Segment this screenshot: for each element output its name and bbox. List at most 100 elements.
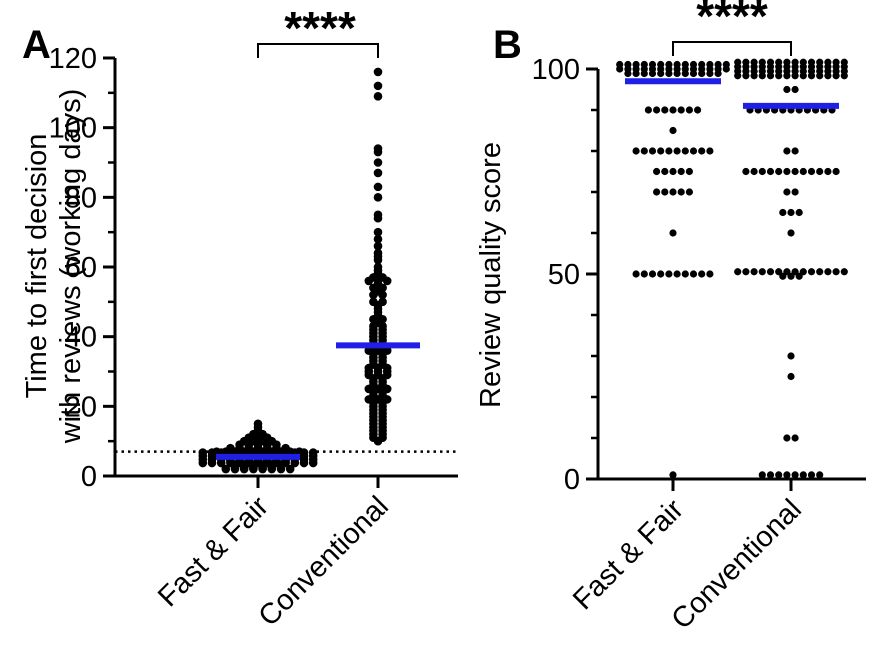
- data-point: [661, 167, 669, 176]
- y-tick-label: 0: [564, 464, 580, 496]
- data-point: [698, 270, 706, 278]
- data-point: [758, 167, 766, 176]
- data-point: [750, 167, 758, 176]
- y-tick-label: 100: [532, 54, 580, 86]
- data-point: [706, 147, 714, 155]
- data-point: [689, 270, 698, 278]
- panel-b-points: [616, 58, 848, 479]
- data-point: [779, 272, 787, 280]
- data-point: [373, 262, 383, 272]
- data-point: [816, 167, 824, 176]
- data-point: [373, 92, 383, 101]
- data-point: [791, 167, 799, 176]
- data-point: [689, 147, 698, 155]
- data-point: [779, 208, 787, 217]
- significance-bracket: [257, 43, 379, 58]
- data-point: [795, 208, 803, 217]
- data-point: [783, 188, 791, 196]
- data-point: [648, 270, 657, 278]
- data-point: [742, 72, 750, 80]
- data-point: [714, 69, 722, 78]
- data-point: [742, 268, 750, 276]
- data-point: [775, 167, 783, 176]
- data-point: [787, 208, 795, 217]
- data-point: [657, 270, 665, 278]
- data-point: [681, 270, 689, 278]
- data-point: [783, 471, 791, 479]
- data-point: [657, 147, 665, 155]
- panel-b-significance: ****: [672, 0, 792, 56]
- data-point: [734, 268, 742, 276]
- data-point: [685, 167, 694, 176]
- significance-bracket: [672, 41, 792, 56]
- data-point: [669, 167, 677, 176]
- data-point: [624, 69, 632, 78]
- data-point: [816, 72, 824, 80]
- panel-a-ylabel: Time to first decision with reviews (wor…: [21, 89, 87, 445]
- data-point: [791, 434, 799, 442]
- data-point: [373, 158, 383, 167]
- data-point: [775, 471, 783, 479]
- data-point: [824, 167, 832, 176]
- data-point: [787, 229, 795, 237]
- data-point: [221, 464, 231, 474]
- data-point: [824, 268, 832, 276]
- data-point: [832, 72, 840, 80]
- data-point: [669, 106, 677, 114]
- data-point: [734, 72, 742, 80]
- data-point: [373, 182, 383, 192]
- data-point: [373, 168, 383, 178]
- data-point: [783, 167, 791, 176]
- data-point: [791, 72, 799, 80]
- panel-b: B Review quality score 0 50 100 Fast & Fai…: [475, 0, 866, 636]
- data-point: [648, 147, 657, 155]
- data-point: [373, 67, 383, 77]
- data-point: [281, 443, 290, 453]
- data-point: [807, 471, 816, 479]
- data-point: [722, 65, 730, 73]
- panel-a-label: A: [22, 23, 51, 67]
- data-point: [677, 188, 685, 196]
- data-point: [832, 268, 840, 276]
- data-point: [673, 270, 681, 278]
- data-point: [681, 147, 689, 155]
- data-point: [758, 268, 766, 276]
- x-tick-label: Fast & Fair: [567, 493, 690, 616]
- data-point: [832, 167, 840, 176]
- panel-a: A Time to first decision with reviews (w…: [21, 2, 458, 633]
- data-point: [766, 72, 775, 80]
- panel-a-means: [216, 342, 420, 460]
- data-point: [799, 72, 807, 80]
- data-point: [766, 268, 775, 276]
- data-point: [807, 268, 816, 276]
- data-point: [750, 72, 758, 80]
- data-point: [791, 147, 799, 155]
- data-point: [373, 193, 383, 202]
- data-point: [783, 72, 791, 80]
- panel-a-points: [198, 67, 392, 474]
- data-point: [799, 167, 807, 176]
- data-point: [632, 147, 640, 155]
- data-point: [226, 443, 235, 453]
- data-point: [640, 69, 648, 78]
- data-point: [657, 69, 665, 78]
- panel-b-significance-label: ****: [696, 0, 768, 42]
- data-point: [685, 106, 694, 114]
- x-tick-label: Fast & Fair: [152, 490, 275, 613]
- y-tick-label: 20: [65, 391, 97, 423]
- data-point: [783, 85, 791, 94]
- data-point: [669, 126, 677, 135]
- y-tick-label: 100: [49, 113, 97, 145]
- data-point: [253, 419, 263, 429]
- data-point: [212, 447, 221, 456]
- data-point: [669, 188, 677, 196]
- data-point: [373, 144, 383, 153]
- data-point: [653, 188, 661, 196]
- data-point: [787, 352, 795, 360]
- data-point: [648, 69, 657, 78]
- data-point: [378, 297, 387, 307]
- panel-a-ylabel-line2: with reviews (working days): [55, 89, 87, 445]
- data-point: [758, 471, 766, 479]
- data-point: [758, 72, 766, 80]
- data-point: [653, 167, 661, 176]
